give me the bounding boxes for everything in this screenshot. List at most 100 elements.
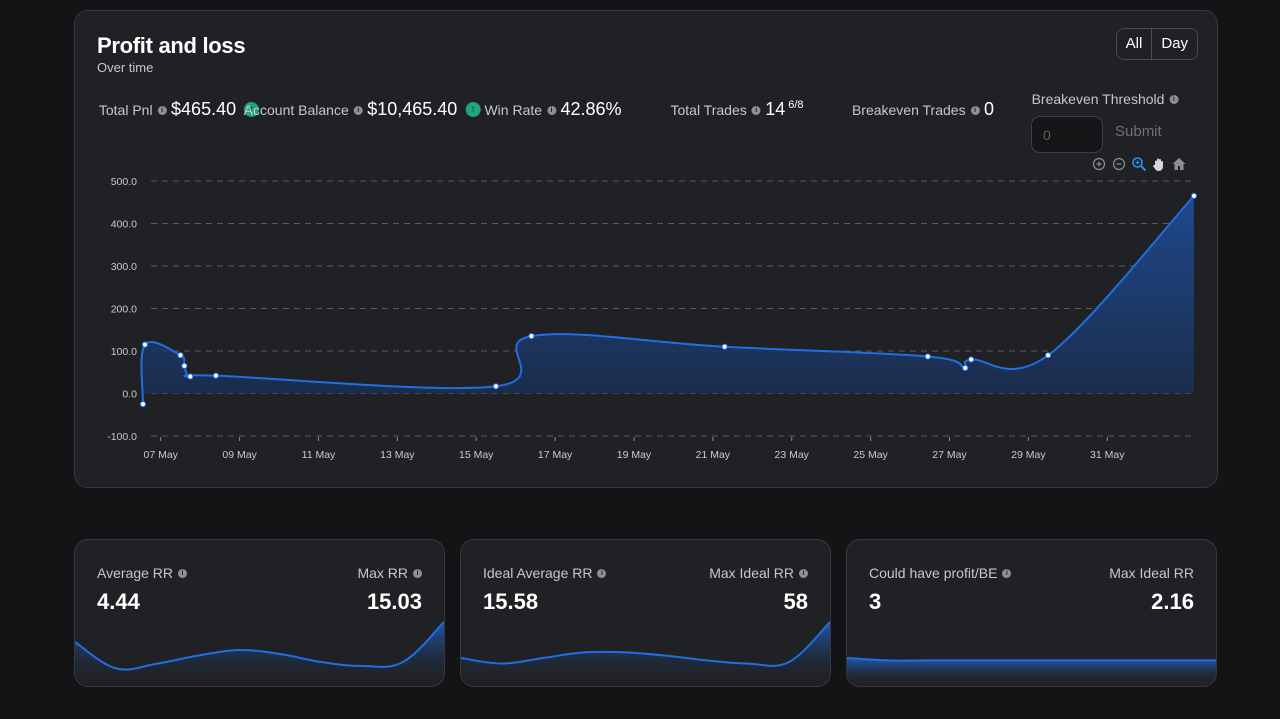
- data-point: [212, 372, 220, 379]
- y-tick-label: 200.0: [111, 304, 137, 316]
- x-tick-label: 19 May: [617, 449, 652, 461]
- x-tick-label: 07 May: [144, 449, 179, 461]
- info-icon[interactable]: i: [1002, 568, 1012, 578]
- could-have-profit-value: 3: [869, 589, 882, 614]
- pan-icon[interactable]: [1151, 156, 1167, 172]
- sparkline-area: [847, 658, 1216, 686]
- stat-total-pnl: Total Pnl i $465.40 ↑: [98, 91, 260, 120]
- data-point: [187, 373, 194, 380]
- pnl-card: Profit and loss Over time All Day Total …: [74, 10, 1218, 488]
- zoom-out-icon[interactable]: [1111, 156, 1127, 172]
- data-point: [181, 362, 188, 369]
- stat-label: Win Rate: [484, 102, 543, 118]
- info-icon[interactable]: i: [751, 105, 761, 115]
- x-tick-label: 27 May: [932, 449, 967, 461]
- stat-total-trades: Total Trades i 14 6/8: [670, 91, 803, 120]
- x-tick-label: 15 May: [459, 449, 494, 461]
- info-icon[interactable]: i: [178, 568, 188, 578]
- average-rr-card: Average RR i Max RR i 4.44 15.03: [74, 539, 445, 687]
- info-icon[interactable]: i: [1169, 94, 1179, 104]
- x-tick-label: 17 May: [538, 449, 573, 461]
- total-pnl-value: $465.40: [171, 99, 237, 119]
- ideal-average-rr-label: Ideal Average RR: [483, 565, 593, 581]
- sparkline-line: [75, 621, 444, 671]
- stat-label: Breakeven Threshold: [1031, 91, 1165, 107]
- chart-toolbar: [1091, 156, 1187, 172]
- ideal-average-rr-card: Ideal Average RR i Max Ideal RR i 15.58 58: [460, 539, 831, 687]
- info-icon[interactable]: i: [353, 105, 363, 115]
- breakeven-trades-value: 0: [984, 99, 995, 119]
- stat-label: Total Pnl: [98, 102, 153, 118]
- data-point: [962, 364, 969, 372]
- page-title: Profit and loss: [97, 33, 246, 58]
- sparkline-line: [461, 621, 830, 667]
- data-point: [1044, 352, 1052, 359]
- zoom-in-icon[interactable]: [1091, 156, 1107, 172]
- data-point: [492, 383, 500, 390]
- could-have-profit-label: Could have profit/BE: [869, 565, 998, 581]
- data-point: [528, 333, 535, 340]
- stat-label: Total Trades: [670, 102, 747, 118]
- info-icon[interactable]: i: [597, 568, 607, 578]
- stat-label: Breakeven Trades: [851, 102, 966, 118]
- data-point: [177, 352, 184, 359]
- data-point: [139, 401, 147, 408]
- arrow-up-icon: ↑: [244, 102, 260, 117]
- y-tick-label: 400.0: [111, 219, 137, 231]
- x-tick-label: 23 May: [775, 449, 810, 461]
- account-balance-value: $10,465.40: [367, 99, 458, 119]
- sparkline-line: [847, 657, 1216, 662]
- y-tick-label: 100.0: [111, 346, 137, 358]
- y-tick-label: 300.0: [111, 261, 137, 273]
- pnl-area: [141, 195, 1194, 405]
- average-rr-value: 4.44: [97, 589, 140, 614]
- stat-breakeven-threshold: Breakeven Threshold i: [1032, 91, 1179, 109]
- could-have-profit-card: Could have profit/BE i Max Ideal RR 3 2.1…: [846, 539, 1217, 687]
- stat-breakeven-trades: Breakeven Trades i 0: [852, 91, 994, 120]
- average-rr-label: Average RR: [97, 565, 174, 581]
- data-point: [141, 341, 149, 348]
- total-trades-ratio: 6/8: [788, 99, 804, 111]
- home-icon[interactable]: [1171, 156, 1187, 172]
- max-ideal-rr-label: Max Ideal RR: [1109, 565, 1194, 581]
- info-icon[interactable]: i: [157, 105, 167, 115]
- x-tick-label: 25 May: [853, 449, 888, 461]
- info-icon[interactable]: i: [547, 105, 557, 115]
- y-tick-label: 0.0: [122, 389, 137, 401]
- x-tick-label: 09 May: [222, 449, 257, 461]
- x-tick-label: 29 May: [1011, 449, 1046, 461]
- x-tick-label: 11 May: [302, 449, 336, 461]
- info-icon[interactable]: i: [799, 568, 808, 578]
- stat-win-rate: Win Rate i 42.86%: [484, 91, 621, 120]
- max-rr-label: Max RR: [357, 565, 408, 581]
- x-tick-label: 21 May: [696, 449, 731, 461]
- range-day-button[interactable]: Day: [1151, 29, 1197, 59]
- sparkline: [75, 621, 444, 686]
- win-rate-value: 42.86%: [560, 99, 622, 119]
- sparkline-area: [75, 622, 444, 686]
- y-tick-label: -100.0: [107, 431, 137, 443]
- info-icon[interactable]: i: [413, 568, 422, 578]
- sparkline: [461, 621, 830, 686]
- max-rr-value: 15.03: [366, 589, 422, 614]
- stat-label: Account Balance: [243, 102, 349, 118]
- pnl-chart: 500.0 400.0 300.0 200.0 100.0 0.0 -100.0 07 May…: [107, 176, 1198, 461]
- info-icon[interactable]: i: [970, 105, 980, 115]
- stat-account-balance: Account Balance i $10,465.40 ↑: [244, 91, 481, 120]
- max-ideal-rr-label: Max Ideal RR: [709, 565, 794, 581]
- zoom-select-icon[interactable]: [1131, 156, 1147, 172]
- x-tick-label: 31 May: [1090, 449, 1125, 461]
- page-subtitle: Over time: [97, 60, 154, 75]
- max-ideal-rr-value: 58: [783, 589, 808, 614]
- y-tick-label: 500.0: [111, 176, 137, 188]
- sparkline: [847, 657, 1216, 686]
- data-point: [1190, 192, 1198, 199]
- data-point: [924, 353, 931, 360]
- max-ideal-rr-value: 2.16: [1151, 589, 1194, 614]
- x-tick-label: 13 May: [380, 449, 415, 461]
- data-point: [721, 343, 728, 350]
- breakeven-threshold-input[interactable]: [1031, 116, 1103, 153]
- arrow-up-icon: ↑: [465, 102, 481, 117]
- range-all-button[interactable]: All: [1116, 29, 1152, 59]
- submit-button[interactable]: Submit: [1115, 123, 1162, 140]
